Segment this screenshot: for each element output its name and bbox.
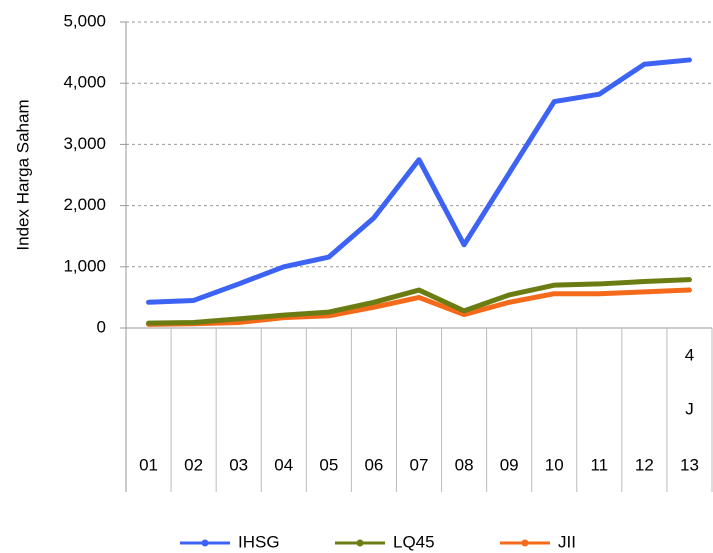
x-tick-label: 06 bbox=[364, 455, 383, 474]
legend-label: IHSG bbox=[238, 532, 280, 551]
y-tick-label: 3,000 bbox=[63, 134, 106, 153]
series-line bbox=[146, 277, 692, 326]
y-tick-label: 1,000 bbox=[63, 256, 106, 275]
x-tick-label: 11 bbox=[590, 455, 608, 474]
y-tick-label: 2,000 bbox=[63, 195, 106, 214]
category-annotation: 4 bbox=[685, 345, 694, 364]
series-line bbox=[146, 57, 692, 305]
y-tick-label: 0 bbox=[97, 317, 106, 336]
y-tick-label: 5,000 bbox=[63, 11, 106, 30]
x-tick-label: 13 bbox=[680, 455, 699, 474]
legend-label: JII bbox=[558, 532, 576, 551]
x-tick-label: 05 bbox=[319, 455, 338, 474]
legend-label: LQ45 bbox=[393, 532, 435, 551]
legend-marker bbox=[521, 539, 529, 547]
x-tick-label: 08 bbox=[455, 455, 474, 474]
x-tick-label: 04 bbox=[274, 455, 293, 474]
x-tick-label: 01 bbox=[139, 455, 158, 474]
x-tick-label: 02 bbox=[184, 455, 203, 474]
legend-marker bbox=[356, 539, 364, 547]
series-line bbox=[146, 287, 692, 327]
x-tick-label: 10 bbox=[545, 455, 564, 474]
x-tick-label: 09 bbox=[500, 455, 519, 474]
x-tick-label: 07 bbox=[410, 455, 429, 474]
legend-marker bbox=[201, 539, 209, 547]
category-annotation: J bbox=[685, 399, 694, 418]
x-tick-label: 03 bbox=[229, 455, 248, 474]
x-tick-label: 12 bbox=[635, 455, 654, 474]
y-tick-label: 4,000 bbox=[63, 73, 106, 92]
y-axis-label: Index Harga Saham bbox=[13, 99, 32, 250]
